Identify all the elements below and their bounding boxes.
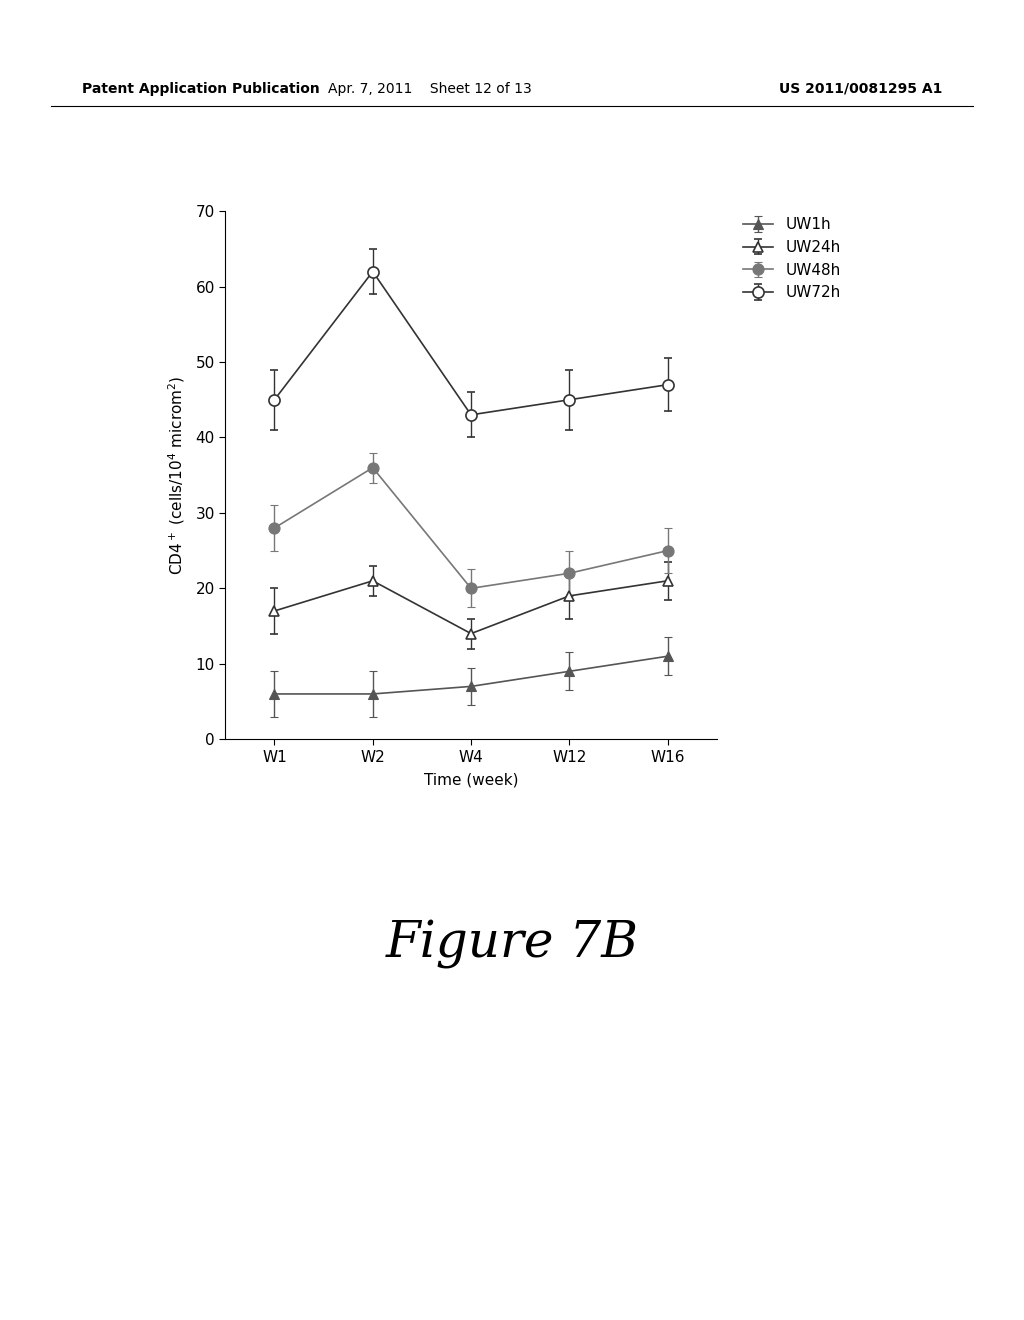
X-axis label: Time (week): Time (week) [424, 774, 518, 788]
Text: Apr. 7, 2011    Sheet 12 of 13: Apr. 7, 2011 Sheet 12 of 13 [329, 82, 531, 96]
Text: Patent Application Publication: Patent Application Publication [82, 82, 319, 96]
Y-axis label: CD4$^+$ (cells/10$^4$ microm$^2$): CD4$^+$ (cells/10$^4$ microm$^2$) [167, 375, 187, 576]
Legend: UW1h, UW24h, UW48h, UW72h: UW1h, UW24h, UW48h, UW72h [736, 211, 847, 306]
Text: US 2011/0081295 A1: US 2011/0081295 A1 [778, 82, 942, 96]
Text: Figure 7B: Figure 7B [385, 919, 639, 969]
